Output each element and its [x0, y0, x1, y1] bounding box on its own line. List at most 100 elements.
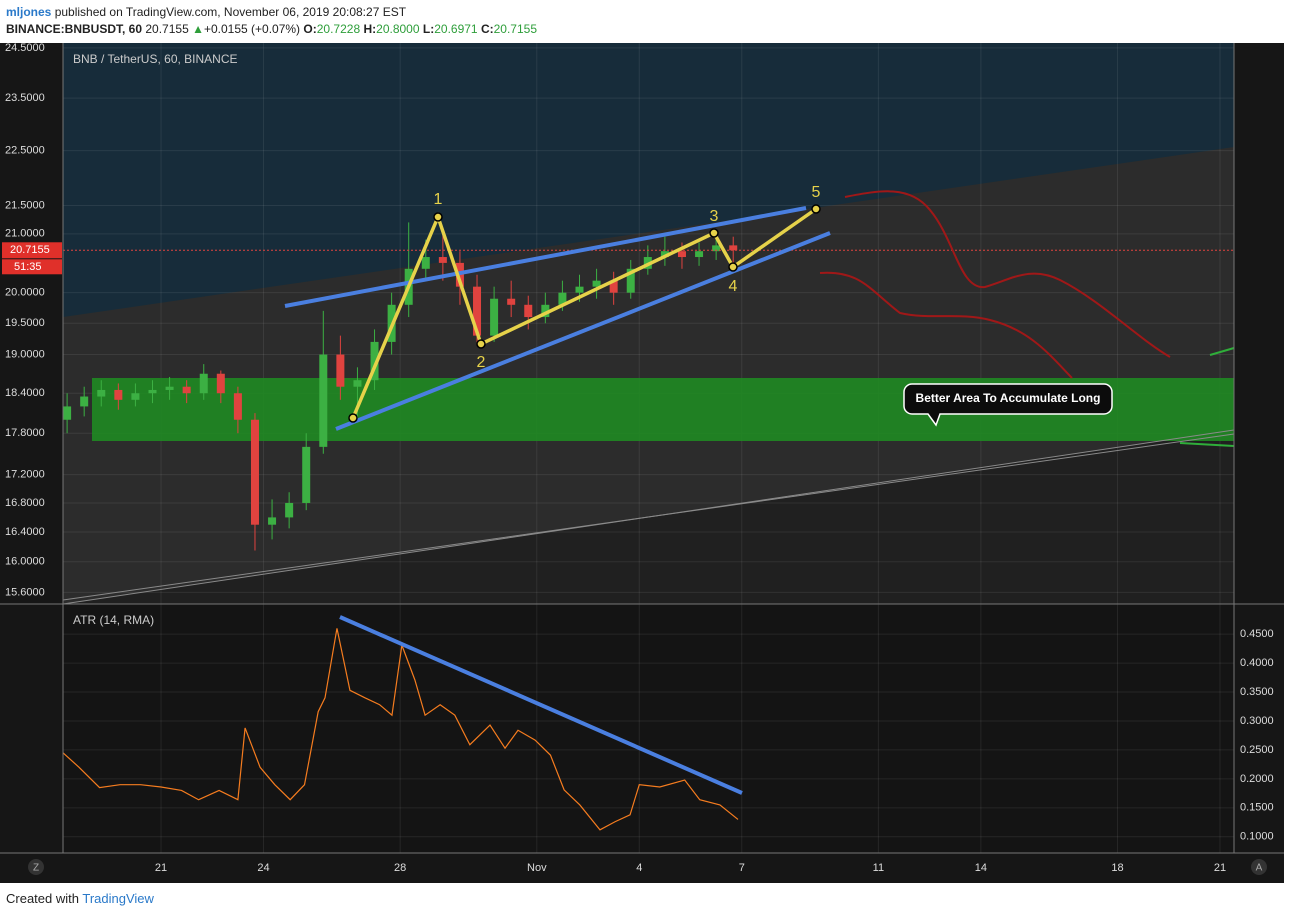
candle-body — [473, 286, 482, 336]
candle-body — [660, 251, 669, 258]
candle-body — [233, 393, 242, 420]
candle-body — [97, 389, 106, 397]
arrow: ▲ — [192, 22, 204, 36]
candle-body — [302, 446, 311, 503]
y-tick-label: 23.5000 — [5, 92, 45, 104]
zoom-button-label[interactable]: Z — [33, 863, 39, 874]
x-tick-label: 21 — [1214, 862, 1226, 874]
auto-button[interactable] — [1251, 859, 1267, 875]
candle-body — [490, 298, 499, 336]
trend-line — [284, 206, 807, 308]
y-tick-label: 21.5000 — [5, 199, 45, 211]
zoom-button[interactable] — [28, 859, 44, 875]
candle-body — [541, 304, 550, 318]
wave-line — [351, 207, 818, 419]
atr-line — [62, 628, 739, 831]
y-tick-label: 20.0000 — [5, 287, 45, 299]
candle-body — [114, 389, 123, 400]
projection-curve — [844, 190, 1171, 358]
candle-body — [626, 268, 635, 293]
high: 20.8000 — [376, 22, 420, 36]
candle-body — [370, 341, 379, 381]
header-line: BINANCE:BNBUSDT, 60 20.7155 ▲+0.0155 (+0… — [6, 22, 537, 36]
last-price-flag — [2, 242, 62, 259]
x-tick-label: 21 — [155, 862, 167, 874]
y-tick-label: 19.0000 — [5, 348, 45, 360]
wave-point — [728, 262, 738, 272]
brand[interactable]: TradingView — [82, 891, 154, 906]
y-tick-label: 19.5000 — [5, 317, 45, 329]
trend-line — [335, 231, 831, 431]
candle-body — [319, 354, 328, 447]
candle-body — [438, 257, 447, 263]
chart-title: BNB / TetherUS, 60, BINANCE — [73, 52, 238, 66]
x-tick-label: 14 — [975, 862, 987, 874]
created-with: Created with — [6, 891, 79, 906]
y-tick-label: 0.1500 — [1240, 802, 1274, 814]
callout-box — [903, 383, 1113, 427]
wave-label: 1 — [434, 191, 443, 208]
y-tick-label: 18.4000 — [5, 387, 45, 399]
y-tick-label: 24.5000 — [5, 42, 45, 54]
candle-body — [165, 386, 174, 390]
wave-point — [476, 339, 486, 349]
candle-body — [199, 373, 208, 394]
candle-body — [353, 380, 362, 387]
countdown-flag — [2, 259, 62, 275]
candle-body — [182, 386, 191, 394]
candle-body — [63, 406, 72, 420]
wave-point — [433, 212, 443, 222]
candle-body — [507, 298, 516, 305]
candle-body — [575, 286, 584, 293]
candle-body — [285, 502, 294, 518]
close: 20.7155 — [493, 22, 538, 36]
y-tick-label: 17.8000 — [5, 427, 45, 439]
y-tick-label: 22.5000 — [5, 145, 45, 157]
y-tick-label: 15.6000 — [5, 586, 45, 598]
author[interactable]: mljones — [6, 5, 52, 19]
atr-title: ATR (14, RMA) — [73, 613, 154, 627]
y-tick-label: 16.8000 — [5, 497, 45, 509]
wave-label: 4 — [729, 278, 738, 295]
change: +0.0155 (+0.07%) — [203, 22, 301, 36]
candle-body — [677, 251, 686, 258]
countdown-label: 51:35 — [14, 261, 42, 273]
y-tick-label: 0.4500 — [1240, 628, 1274, 640]
candle-body — [712, 245, 721, 252]
high-label: H: — [363, 22, 377, 36]
y-tick-label: 0.3500 — [1240, 686, 1274, 698]
x-tick-label: 28 — [394, 862, 406, 874]
wave-label: 3 — [710, 208, 719, 225]
symbol: BINANCE:BNBUSDT, 60 — [6, 22, 143, 36]
candle-body — [80, 396, 89, 407]
candle-body — [268, 517, 277, 525]
candle-body — [558, 292, 567, 305]
published: published on TradingView.com, November 0… — [54, 5, 407, 19]
candle-body — [250, 419, 259, 525]
x-tick-label: 11 — [873, 862, 884, 874]
x-tick-label: Nov — [527, 862, 547, 874]
candle-body — [148, 389, 157, 394]
auto-button-label[interactable]: A — [1256, 863, 1263, 874]
atr-background — [63, 604, 1234, 853]
candle-body — [131, 393, 140, 400]
y-tick-label: 0.2000 — [1240, 773, 1274, 785]
upper-zone — [63, 43, 1234, 317]
wave-points — [348, 204, 821, 423]
x-tick-label: 18 — [1111, 862, 1123, 874]
candle-body — [729, 245, 738, 251]
y-tick-label: 0.3000 — [1240, 715, 1274, 727]
candle-body — [524, 304, 533, 318]
last-price-label: 20.7155 — [10, 244, 50, 256]
open-label: O: — [303, 22, 317, 36]
candle-body — [336, 354, 345, 387]
y-tick-label: 16.0000 — [5, 556, 45, 568]
candle-body — [216, 373, 225, 394]
y-tick-label: 17.2000 — [5, 468, 45, 480]
wave-label: 5 — [812, 184, 821, 201]
y-tick-label: 21.0000 — [5, 228, 45, 240]
projection-curve — [1209, 347, 1235, 356]
projection-curve — [1179, 442, 1235, 447]
